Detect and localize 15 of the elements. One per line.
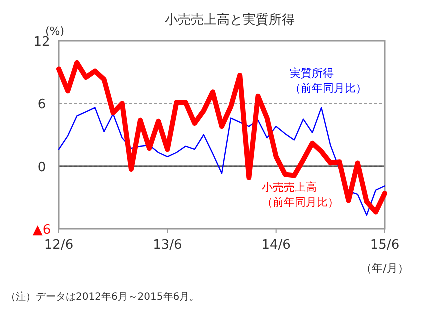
y-axis-title: (%) xyxy=(45,25,65,38)
x-tick-label: 12/6 xyxy=(44,238,74,253)
line-series xyxy=(58,107,386,216)
text: 実質所得（前年同月比） xyxy=(290,66,368,96)
y-tick-label: 6 xyxy=(38,98,46,113)
x-tick-label: 15/6 xyxy=(370,238,400,253)
x-axis-title: （年/月） xyxy=(361,262,409,275)
y-tick-label: 12 xyxy=(34,35,50,50)
x-tick-label: 13/6 xyxy=(153,238,182,253)
y-tick-label: 0 xyxy=(38,160,46,176)
y-tick-label: ▲6 xyxy=(32,223,52,238)
chart-title: 小売売上高と実質所得 xyxy=(165,12,295,28)
text: （注）データは2012年6月～2015年6月。 xyxy=(6,290,200,304)
series-label: 小売売上高（前年同月比） xyxy=(262,180,340,210)
x-tick-label: 14/6 xyxy=(262,238,291,253)
